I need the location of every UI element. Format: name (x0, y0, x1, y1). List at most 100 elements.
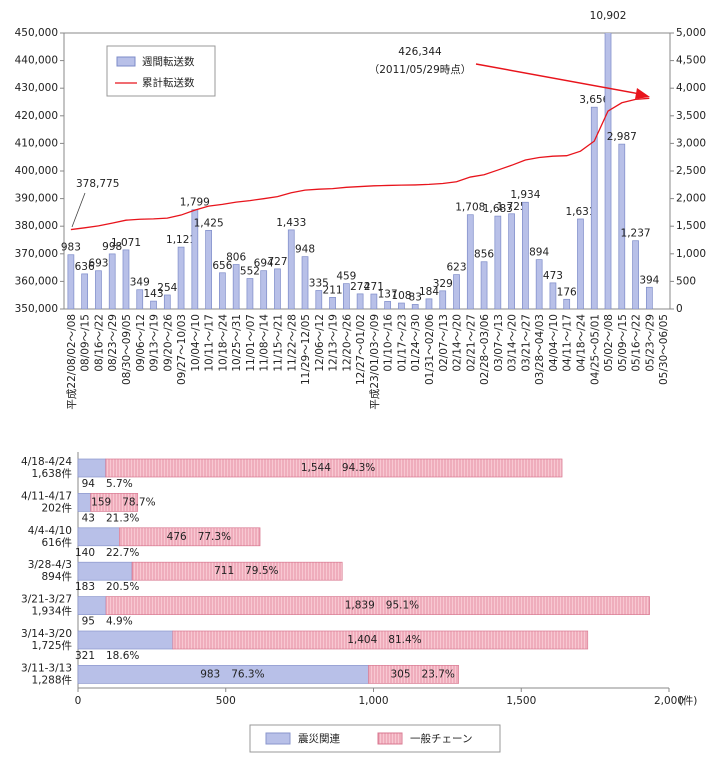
value-label: 1,544 (301, 462, 331, 474)
bar-segment (368, 665, 459, 684)
arrow-head (635, 88, 650, 99)
x-tick-label: 2,000 (654, 695, 684, 707)
category-total: 1,638件 (31, 468, 72, 480)
value-label: 140 (75, 547, 95, 559)
bar-segment (105, 596, 650, 615)
percent-label: 4.9% (106, 616, 133, 628)
category-total: 1,725件 (31, 640, 72, 652)
x-tick-label: 01/10～/16 (383, 314, 395, 372)
legend-label: 累計転送数 (142, 76, 195, 89)
bar (480, 261, 488, 309)
bar (163, 294, 171, 309)
category-total: 894件 (41, 571, 72, 583)
x-tick-label: 05/02～/08 (603, 314, 615, 372)
y-tick-label: 420,000 (15, 110, 58, 122)
bar (632, 240, 639, 309)
bar (425, 298, 433, 309)
x-tick-label: 08/30～09/05 (121, 314, 133, 385)
percent-label: 21.3% (106, 512, 139, 524)
legend-box (249, 724, 501, 753)
y2-tick-label: 3,000 (676, 137, 706, 149)
bar-value-label: 1,934 (510, 189, 540, 201)
bar-value-label: 1,708 (455, 202, 485, 214)
x-tick-label: 09/06～/12 (135, 314, 147, 372)
x-tick-label: 04/11～/17 (562, 314, 574, 372)
annotation: 426,344 (398, 46, 442, 58)
value-label: 983 (200, 668, 220, 680)
bar-value-label: 211 (323, 284, 343, 296)
x-tick-label: 04/18～/24 (575, 314, 587, 372)
x-tick-label: 1,500 (506, 695, 536, 707)
bar (398, 302, 405, 309)
x-tick-label: 10/11～/17 (204, 314, 216, 372)
category-label: 3/14-3/20 (21, 628, 72, 640)
value-label: 476 (167, 531, 187, 543)
x-tick-label: 02/28～03/06 (479, 314, 491, 385)
bar-value-label: 254 (157, 282, 177, 294)
percent-label: 76.3% (231, 668, 264, 680)
bar (342, 283, 350, 309)
bar (232, 264, 240, 309)
bar (508, 213, 515, 309)
value-label: 43 (82, 512, 95, 524)
bar (287, 229, 295, 309)
x-tick-label: 08/23～/29 (107, 314, 119, 372)
x-tick-label: 10/04～/10 (190, 314, 202, 372)
x-tick-label: 04/25～05/01 (589, 314, 601, 385)
bar-value-label: 329 (433, 278, 453, 290)
legend-box (106, 45, 216, 97)
bar-value-label: 1,071 (111, 237, 141, 249)
percent-label: 5.7% (106, 478, 133, 490)
percent-label: 77.3% (198, 531, 231, 543)
value-label: 159 (91, 496, 111, 508)
y2-tick-label: 1,500 (676, 220, 706, 232)
percent-label: 78.7% (122, 496, 155, 508)
percent-label: 20.5% (106, 581, 139, 593)
x-tick-label: 12/06～/12 (314, 314, 326, 372)
x-tick-label: 01/24～/30 (410, 314, 422, 372)
bar (466, 214, 474, 309)
bar-segment (77, 458, 107, 478)
bar (67, 254, 75, 309)
bar (329, 297, 336, 309)
x-tick-label: 11/01～/07 (245, 314, 257, 372)
x-tick-label: 02/07～/13 (438, 314, 450, 372)
value-label: 1,404 (347, 634, 377, 646)
bar-value-label: 636 (75, 261, 95, 273)
bar (301, 256, 309, 309)
line (70, 97, 650, 231)
y2-tick-label: 5,000 (676, 27, 706, 39)
x-tick-label: 01/31～02/06 (424, 314, 436, 385)
bar (645, 286, 653, 309)
bar-value-label: 1,799 (180, 197, 210, 209)
bar-value-label: 473 (543, 270, 563, 282)
bar-value-label: 143 (143, 288, 163, 300)
bar-value-label: 983 (61, 242, 81, 254)
percent-label: 79.5% (245, 565, 278, 577)
value-label: 305 (390, 668, 410, 680)
bar (535, 259, 543, 309)
category-total: 616件 (41, 537, 72, 549)
bar (150, 300, 157, 309)
bar-value-label: 2,987 (607, 131, 637, 143)
bar-value-label: 727 (267, 256, 287, 268)
x-tick-label: 10/18～/24 (217, 314, 229, 372)
y2-tick-label: 3,500 (676, 110, 706, 122)
percent-label: 23.7% (422, 668, 455, 680)
x-tick-label: 11/15～/21 (272, 314, 284, 372)
bar (219, 272, 226, 309)
y-tick-label: 390,000 (15, 193, 58, 205)
bar (577, 218, 584, 309)
bar (411, 304, 419, 309)
x-tick-label: 11/22～/28 (286, 314, 298, 372)
legend-label: 震災関連 (298, 732, 340, 745)
annotation: 378,775 (76, 178, 119, 190)
y-tick-label: 430,000 (15, 82, 58, 94)
bar (590, 106, 598, 309)
value-label: 95 (82, 616, 95, 628)
bar-segment (77, 596, 107, 615)
x-tick-label: 03/21～/27 (520, 314, 532, 372)
bar-value-label: 394 (639, 274, 659, 286)
bar (494, 215, 502, 309)
bar (453, 274, 460, 309)
